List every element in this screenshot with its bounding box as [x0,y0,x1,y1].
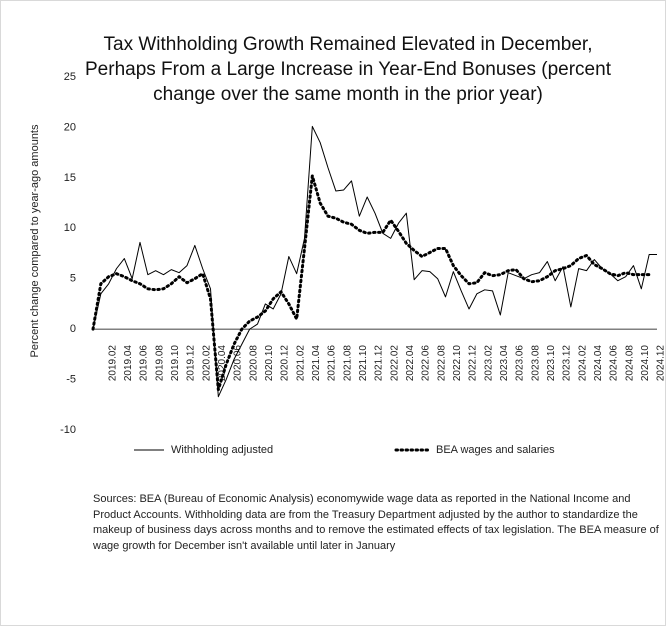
y-tick-label: 20 [64,121,76,133]
x-tick-label: 2022.04 [405,345,416,382]
x-tick-label: 2023.10 [546,345,557,382]
x-tick-label: 2024.08 [624,345,635,382]
chart-title: Perhaps From a Large Increase in Year-En… [85,59,612,80]
data-line [92,125,657,398]
x-tick-label: 2024.06 [609,345,620,382]
y-tick-label: 10 [64,222,76,234]
x-tick-label: 2023.12 [562,345,573,382]
y-axis-label: Percent change compared to year-ago amou… [29,124,41,357]
y-tick-label: 25 [64,71,76,83]
x-tick-label: 2023.08 [530,345,541,382]
y-tick-label: -5 [66,373,76,385]
chart-title: change over the same month in the prior … [153,84,543,105]
x-tick-label: 2022.02 [389,345,400,382]
x-tick-label: 2021.06 [327,345,338,382]
x-tick-label: 2022.10 [452,345,463,382]
x-tick-label: 2019.06 [139,345,150,382]
y-tick-label: 0 [70,323,76,335]
x-tick-label: 2020.12 [280,345,291,382]
x-tick-label: 2020.06 [233,345,244,382]
x-tick-label: 2021.04 [311,345,322,382]
x-tick-label: 2024.04 [593,345,604,382]
x-tick-label: 2021.12 [374,345,385,382]
x-tick-label: 2019.10 [170,345,181,382]
legend-label: BEA wages and salaries [436,444,555,456]
chart-title: Tax Withholding Growth Remained Elevated… [104,34,593,55]
x-tick-label: 2024.12 [656,345,665,382]
x-tick-label: 2022.06 [421,345,432,382]
x-tick-label: 2020.08 [248,345,259,382]
y-tick-label: -10 [60,424,76,436]
x-tick-label: 2021.02 [295,345,306,382]
x-tick-label: 2019.12 [186,345,197,382]
x-tick-label: 2020.10 [264,345,275,382]
x-tick-label: 2020.04 [217,345,228,382]
x-tick-label: 2024.02 [577,345,588,382]
x-tick-label: 2023.04 [499,345,510,382]
x-tick-label: 2021.10 [358,345,369,382]
x-tick-label: 2023.06 [515,345,526,382]
x-tick-label: 2019.02 [107,345,118,382]
x-tick-label: 2019.04 [123,345,134,382]
sources-note: Sources: BEA (Bureau of Economic Analysi… [93,493,659,552]
x-tick-label: 2024.10 [640,345,651,382]
x-tick-label: 2022.12 [468,345,479,382]
legend-label: Withholding adjusted [171,444,273,456]
x-tick-label: 2020.02 [201,345,212,382]
x-tick-label: 2021.08 [342,345,353,382]
x-tick-label: 2022.08 [436,345,447,382]
y-tick-label: 15 [64,172,76,184]
data-line [91,174,651,392]
x-tick-label: 2019.08 [154,345,165,382]
y-tick-label: 5 [70,273,76,285]
x-tick-label: 2023.02 [483,345,494,382]
